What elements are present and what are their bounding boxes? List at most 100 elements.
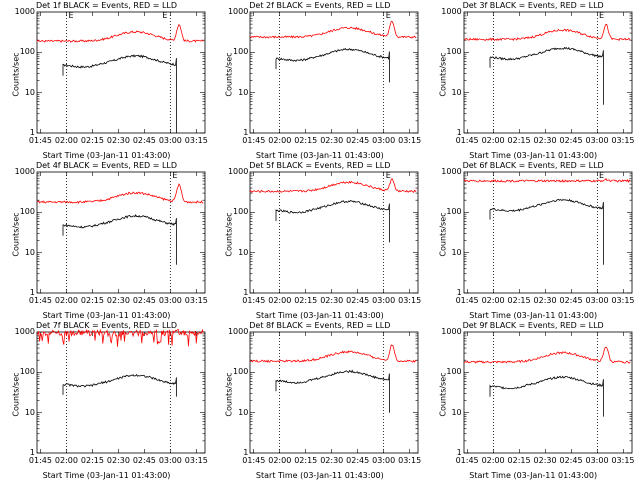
y-tick-label: 10 bbox=[24, 87, 35, 97]
chart-panel: Det 3f BLACK = Events, RED = LLD Start Ti… bbox=[427, 0, 640, 160]
x-tick-label: 02:45 bbox=[132, 296, 156, 305]
y-tick-label: 1 bbox=[243, 128, 249, 137]
series-line-events bbox=[62, 373, 177, 397]
chart-panel: Det 8f BLACK = Events, RED = LLD Start Ti… bbox=[213, 320, 426, 480]
x-axis-label: Start Time (03-Jan-11 01:43:00) bbox=[255, 311, 384, 320]
event-marker-label: E bbox=[172, 171, 178, 180]
x-tick-label: 03:15 bbox=[398, 296, 422, 305]
series-line-lld bbox=[250, 344, 417, 363]
x-tick-label: 02:45 bbox=[346, 296, 370, 305]
series-line-lld bbox=[250, 20, 417, 39]
chart-panel: Det 2f BLACK = Events, RED = LLD Start Ti… bbox=[213, 0, 426, 160]
x-axis-label: Start Time (03-Jan-11 01:43:00) bbox=[42, 311, 171, 320]
plot-frame bbox=[249, 11, 419, 134]
y-tick-label: 100 bbox=[446, 207, 462, 217]
x-tick-label: 03:00 bbox=[158, 136, 182, 145]
y-tick-label: 10 bbox=[238, 247, 249, 257]
x-axis-label: Start Time (03-Jan-11 01:43:00) bbox=[255, 471, 384, 480]
x-tick-label: 02:15 bbox=[507, 136, 531, 145]
x-tick-label: 03:00 bbox=[158, 296, 182, 305]
plot-area bbox=[249, 11, 419, 134]
plot-frame bbox=[249, 331, 419, 454]
series-line-events bbox=[62, 214, 177, 265]
chart-title: Det 3f BLACK = Events, RED = LLD bbox=[462, 1, 604, 10]
chart-panel: Det 7f BLACK = Events, RED = LLD Start Ti… bbox=[0, 320, 213, 480]
x-axis-label: Start Time (03-Jan-11 01:43:00) bbox=[469, 471, 598, 480]
x-tick-label: 01:45 bbox=[455, 456, 479, 465]
x-tick-label: 03:00 bbox=[158, 456, 182, 465]
plot-area bbox=[36, 171, 206, 294]
x-tick-label: 01:45 bbox=[242, 456, 266, 465]
y-tick-label: 1000 bbox=[441, 167, 462, 176]
x-tick-label: 02:45 bbox=[346, 136, 370, 145]
chart-title: Det 9f BLACK = Events, RED = LLD bbox=[462, 321, 604, 330]
series-line-events bbox=[489, 375, 604, 417]
event-marker-label: E bbox=[385, 171, 391, 180]
x-axis-label: Start Time (03-Jan-11 01:43:00) bbox=[469, 151, 598, 160]
y-tick-label: 10 bbox=[238, 407, 249, 417]
chart-panel: Det 4f BLACK = Events, RED = LLD Start Ti… bbox=[0, 160, 213, 320]
x-tick-label: 02:15 bbox=[507, 296, 531, 305]
series-line-lld bbox=[463, 177, 630, 183]
chart-title: Det 8f BLACK = Events, RED = LLD bbox=[249, 321, 391, 330]
x-tick-label: 02:45 bbox=[559, 136, 583, 145]
x-tick-label: 02:00 bbox=[54, 456, 78, 465]
series-line-events bbox=[489, 46, 604, 105]
x-tick-label: 01:45 bbox=[242, 136, 266, 145]
y-tick-label: 1000 bbox=[227, 167, 249, 176]
chart-title: Det 4f BLACK = Events, RED = LLD bbox=[35, 161, 178, 170]
y-tick-label: 10 bbox=[451, 87, 462, 97]
x-tick-label: 02:45 bbox=[346, 456, 370, 465]
series-line-lld bbox=[249, 177, 417, 193]
x-tick-label: 02:00 bbox=[481, 456, 505, 465]
event-marker-label: E bbox=[599, 11, 605, 20]
event-marker-label: E bbox=[385, 11, 391, 20]
plot-frame bbox=[249, 171, 419, 294]
x-tick-label: 03:15 bbox=[398, 456, 422, 465]
x-tick-label: 02:30 bbox=[106, 296, 130, 305]
event-marker-label: E bbox=[68, 11, 74, 20]
chart-panel: Det 6f BLACK = Events, RED = LLD Start Ti… bbox=[427, 160, 640, 320]
x-tick-label: 02:15 bbox=[80, 456, 104, 465]
chart-title: Det 1f BLACK = Events, RED = LLD bbox=[35, 1, 178, 10]
chart-panel: Det 1f BLACK = Events, RED = LLD Start Ti… bbox=[0, 0, 213, 160]
x-tick-label: 02:30 bbox=[533, 136, 557, 145]
series-line-lld bbox=[36, 24, 204, 43]
y-tick-label: 100 bbox=[233, 47, 249, 57]
x-tick-label: 02:30 bbox=[320, 296, 344, 305]
x-tick-label: 02:30 bbox=[320, 456, 344, 465]
x-tick-label: 03:15 bbox=[184, 136, 208, 145]
x-tick-label: 03:00 bbox=[585, 296, 609, 305]
x-tick-label: 03:15 bbox=[184, 456, 208, 465]
y-tick-label: 1 bbox=[456, 448, 462, 457]
series-line-events bbox=[275, 200, 391, 243]
x-tick-label: 02:15 bbox=[80, 296, 104, 305]
event-marker-label: E bbox=[599, 171, 605, 180]
plot-frame bbox=[36, 171, 206, 294]
x-tick-label: 03:15 bbox=[611, 296, 635, 305]
y-tick-label: 1000 bbox=[227, 7, 249, 16]
x-tick-label: 02:15 bbox=[294, 456, 318, 465]
x-tick-label: 02:00 bbox=[54, 136, 78, 145]
y-tick-label: 1000 bbox=[14, 7, 35, 16]
y-tick-label: 1 bbox=[456, 128, 462, 137]
y-tick-label: 10 bbox=[451, 247, 462, 257]
chart-panel: Det 9f BLACK = Events, RED = LLD Start Ti… bbox=[427, 320, 640, 480]
x-tick-label: 03:15 bbox=[611, 456, 635, 465]
y-tick-label: 1 bbox=[243, 288, 249, 297]
y-tick-label: 10 bbox=[238, 87, 249, 97]
plot-area bbox=[463, 331, 633, 454]
x-tick-label: 02:30 bbox=[106, 456, 130, 465]
x-tick-label: 03:00 bbox=[585, 136, 609, 145]
series-line-events bbox=[275, 47, 391, 83]
plot-frame bbox=[463, 171, 633, 294]
plot-frame bbox=[463, 331, 633, 454]
x-tick-label: 02:45 bbox=[559, 456, 583, 465]
x-tick-label: 02:15 bbox=[294, 136, 318, 145]
x-tick-label: 02:45 bbox=[559, 296, 583, 305]
x-tick-label: 02:00 bbox=[481, 296, 505, 305]
x-tick-label: 02:30 bbox=[106, 136, 130, 145]
series-line-events bbox=[62, 54, 177, 133]
y-tick-label: 100 bbox=[233, 207, 249, 217]
plot-area bbox=[249, 331, 419, 454]
